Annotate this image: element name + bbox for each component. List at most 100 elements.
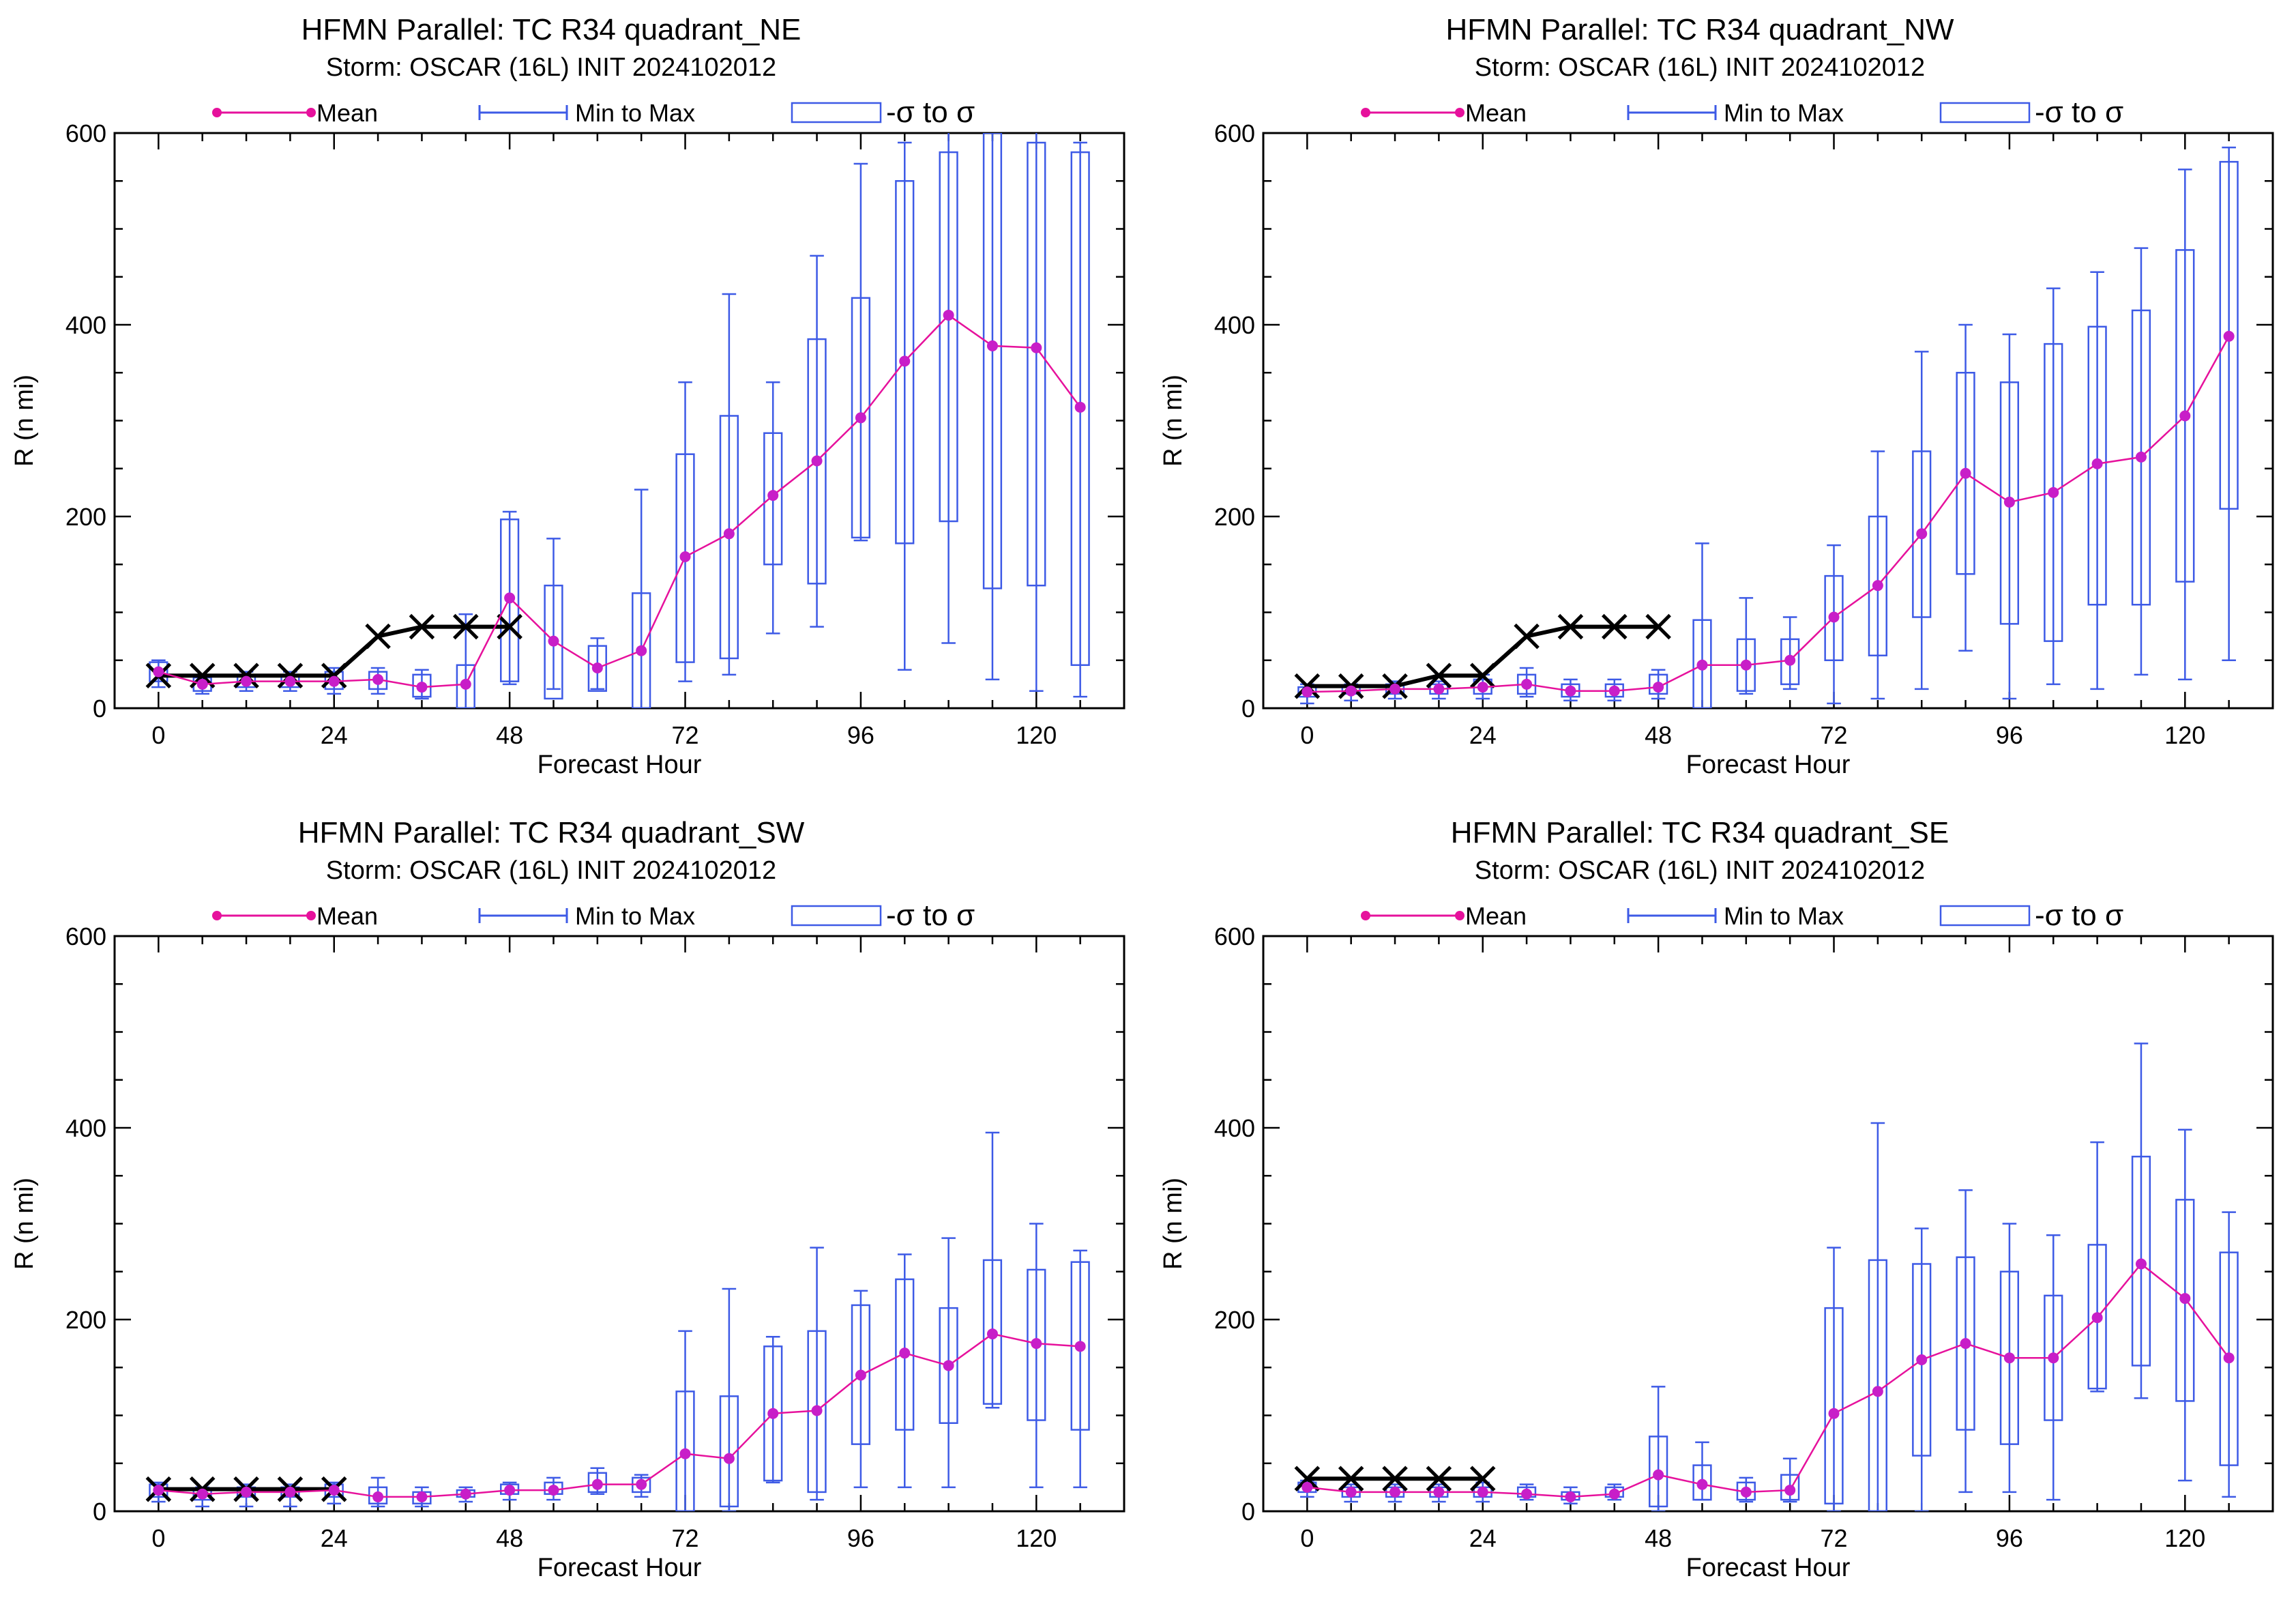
y-tick-label: 0 (1241, 695, 1255, 723)
mean-point (2179, 410, 2191, 422)
chart-subtitle: Storm: OSCAR (16L) INIT 2024102012 (1475, 53, 1925, 82)
mean-point (811, 455, 823, 467)
sigma-box (2219, 160, 2239, 510)
mean-point (1521, 1488, 1533, 1500)
mean-point (1784, 654, 1796, 666)
mean-point (1960, 467, 1971, 479)
sigma-box (149, 661, 168, 682)
chart-subtitle: Storm: OSCAR (16L) INIT 2024102012 (326, 856, 776, 885)
y-tick-label: 200 (65, 1306, 106, 1334)
mean-point (328, 1485, 340, 1496)
sigma-box (675, 1390, 695, 1511)
mean-point (2091, 1312, 2103, 1324)
mean-point (2003, 496, 2015, 508)
mean-point (1960, 1338, 1971, 1350)
x-axis-label: Forecast Hour (1686, 751, 1851, 779)
observed-marker (321, 662, 347, 688)
observed-marker (1557, 613, 1584, 640)
sigma-box (587, 645, 607, 692)
sigma-box (1912, 1263, 1932, 1457)
mean-point (372, 1491, 384, 1502)
mean-point (679, 551, 691, 563)
sigma-box (1070, 151, 1090, 667)
observed-marker (1294, 1466, 1321, 1491)
sigma-box (675, 453, 695, 663)
mean-point (1872, 580, 1883, 592)
mean-point (416, 1491, 428, 1502)
mean-point (591, 662, 603, 673)
y-tick-label: 600 (1214, 119, 1255, 147)
observed-marker (365, 623, 391, 650)
mean-point (1031, 342, 1042, 353)
mean-point (460, 678, 471, 690)
legend-sigma-box (791, 102, 882, 123)
sigma-box (2044, 343, 2063, 642)
mean-point (591, 1479, 603, 1490)
observed-marker (409, 613, 435, 640)
mean-point (153, 666, 164, 678)
mean-point (723, 528, 735, 540)
mean-point (1740, 659, 1752, 671)
mean-point (1872, 1386, 1883, 1397)
mean-point (1565, 1491, 1576, 1502)
x-tick-label: 48 (496, 1524, 523, 1552)
mean-point (1074, 1341, 1086, 1352)
mean-point (679, 1448, 691, 1459)
sigma-box (1649, 1436, 1668, 1508)
mean-point (2135, 451, 2147, 463)
sigma-box (2175, 1199, 2195, 1402)
legend-mean-marker (1455, 911, 1465, 920)
mean-line (158, 1332, 1080, 1498)
x-tick-label: 120 (2164, 721, 2205, 749)
legend-mean-label: Mean (317, 99, 378, 127)
y-axis-label: R (n mi) (10, 375, 39, 467)
mean-point (1031, 1338, 1042, 1350)
legend-sigma-box (1939, 905, 2031, 927)
mean-point (636, 645, 647, 656)
chart-subtitle: Storm: OSCAR (16L) INIT 2024102012 (326, 53, 776, 82)
mean-point (284, 675, 296, 687)
mean-point (548, 635, 559, 647)
mean-point (504, 592, 516, 604)
x-tick-label: 120 (1016, 1524, 1057, 1552)
legend-mean-marker (212, 911, 222, 920)
mean-point (504, 1485, 516, 1496)
x-tick-label: 0 (151, 721, 165, 749)
legend-mean-marker (1361, 911, 1370, 920)
mean-point (241, 675, 252, 687)
mean-line (1307, 1262, 2230, 1498)
sigma-box (982, 1259, 1003, 1405)
mean-point (2135, 1258, 2147, 1270)
x-tick-label: 96 (1996, 721, 2023, 749)
mean-point (811, 1405, 823, 1416)
sigma-box (1868, 515, 1887, 656)
sigma-box (1780, 1474, 1800, 1501)
mean-point (1433, 1486, 1445, 1498)
sigma-box (1824, 1307, 1844, 1505)
mean-point (1696, 1479, 1708, 1490)
plot-frame (1262, 132, 2274, 710)
observed-marker (1469, 662, 1496, 688)
legend: Mean Min to Max -σ to σ (1361, 96, 2123, 129)
mean-point (1389, 1486, 1401, 1498)
observed-marker (1514, 623, 1540, 650)
x-tick-label: 0 (151, 1524, 165, 1552)
x-tick-label: 96 (847, 1524, 874, 1552)
chart-panel-3: HFMN Parallel: TC R34 quadrant_SE Storm: … (1159, 816, 2274, 1582)
sigma-box (851, 1304, 871, 1445)
legend-mean-marker (306, 911, 316, 920)
observed-marker (1645, 613, 1671, 640)
mean-point (986, 340, 998, 351)
mean-point (196, 1488, 208, 1500)
observed-marker (1426, 662, 1452, 688)
y-axis-label: R (n mi) (1159, 1178, 1188, 1270)
sigma-box (763, 432, 783, 566)
mean-point (2223, 330, 2235, 342)
mean-point (899, 1348, 911, 1359)
mean-point (1301, 686, 1313, 698)
mean-point (767, 490, 779, 501)
y-tick-label: 600 (65, 922, 106, 950)
mean-point (460, 1488, 471, 1500)
mean-point (1301, 1481, 1313, 1493)
mean-point (241, 1486, 252, 1498)
